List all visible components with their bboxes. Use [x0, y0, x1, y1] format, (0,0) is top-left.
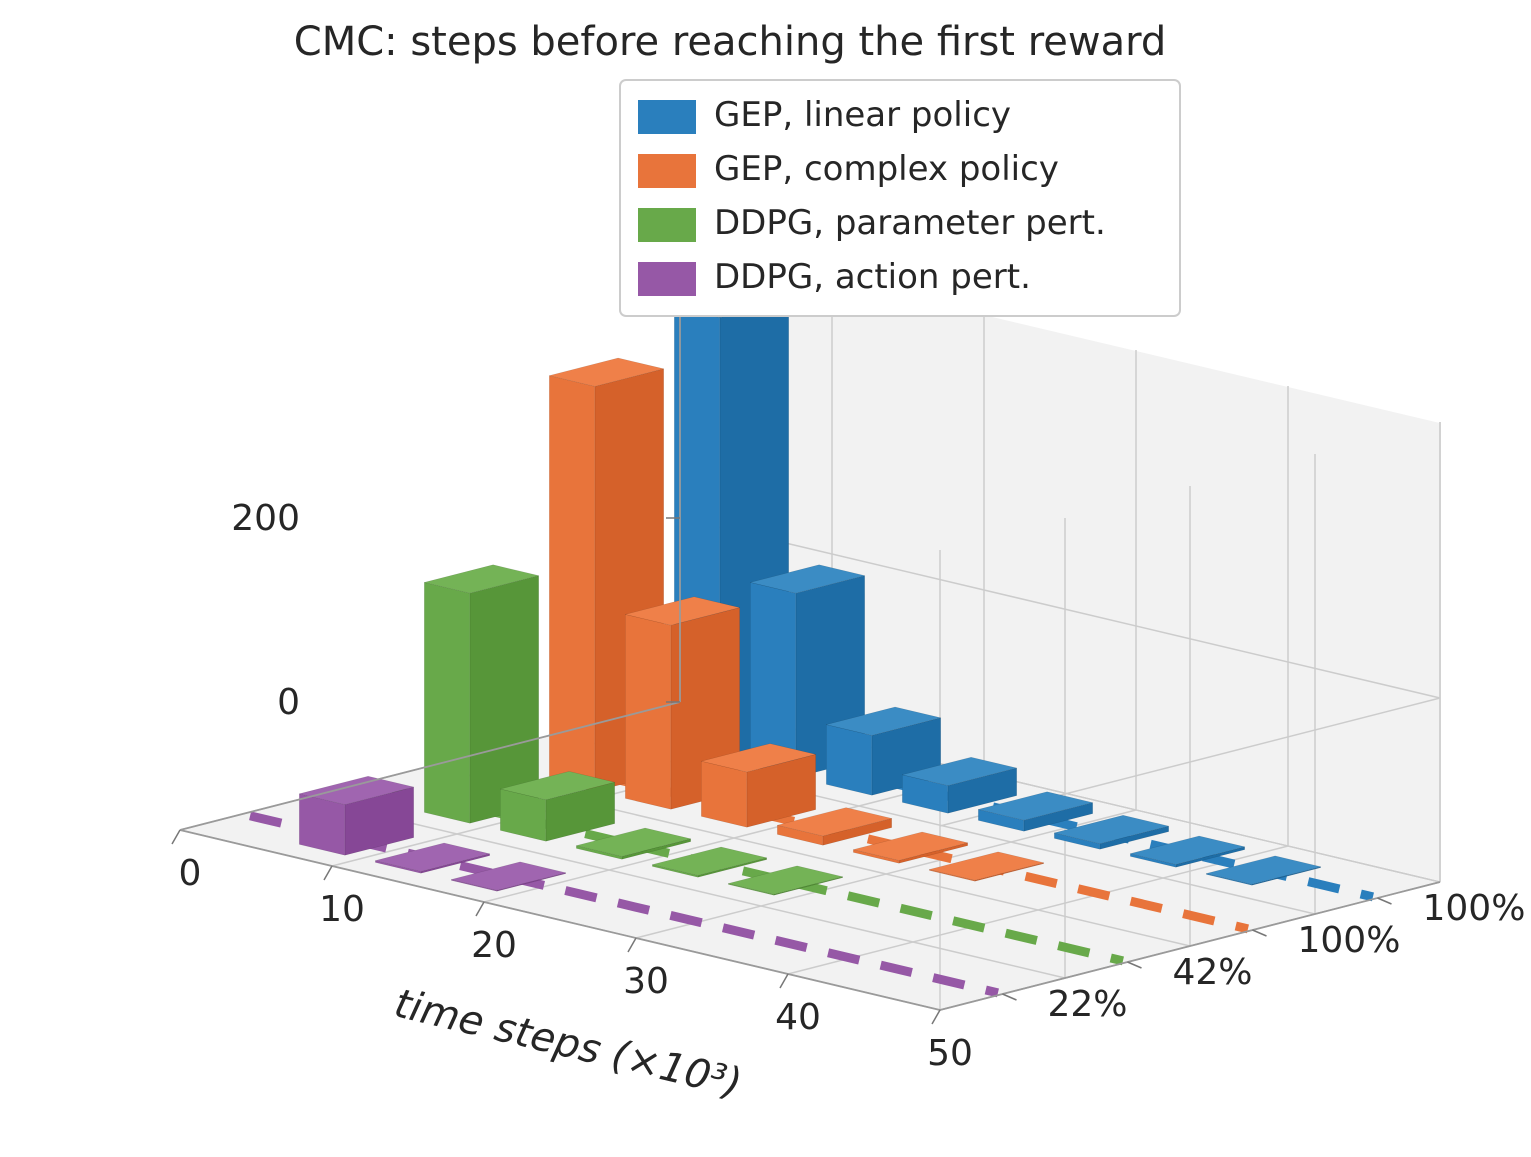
x-axis-label: time steps (×10³): [390, 980, 746, 1107]
bar-front: [424, 582, 470, 823]
x-tick: [172, 830, 180, 844]
series-baseline-dash: [1361, 894, 1373, 897]
bar-front: [826, 725, 872, 796]
x-tick: [476, 902, 484, 916]
depth-label: 22%: [1048, 984, 1128, 1025]
series-baseline-dash: [986, 990, 998, 993]
depth-label: 42%: [1173, 952, 1253, 993]
depth-label: 100%: [1423, 888, 1526, 929]
x-tick: [324, 866, 332, 880]
x-tick: [932, 1010, 940, 1024]
x-tick: [780, 974, 788, 988]
legend-label: GEP, complex policy: [714, 149, 1059, 189]
legend-label: DDPG, action pert.: [714, 257, 1031, 297]
bar-front: [625, 614, 671, 809]
legend-label: GEP, linear policy: [714, 95, 1011, 135]
x-tick-label: 10: [319, 889, 365, 930]
legend-swatch: [638, 262, 696, 296]
series-baseline-dash: [1236, 926, 1248, 929]
y-tick: [1003, 994, 1017, 1000]
z-tick-label: 200: [231, 498, 300, 539]
depth-label: 100%: [1298, 920, 1401, 961]
y-tick: [1253, 930, 1267, 936]
legend-swatch: [638, 154, 696, 188]
z-tick-label: 0: [277, 682, 300, 723]
legend-label: DDPG, parameter pert.: [714, 203, 1106, 243]
bar-front: [701, 761, 747, 827]
x-tick-label: 50: [927, 1033, 973, 1074]
bar3d-chart: 0 10 20 30 40 50 0 200 100% 100% 42% 22% time steps…: [0, 0, 1531, 1157]
x-tick-label: 0: [179, 853, 202, 894]
x-tick-label: 20: [471, 925, 517, 966]
legend-swatch: [638, 100, 696, 134]
x-tick-label: 40: [775, 997, 821, 1038]
x-tick-label: 30: [623, 961, 669, 1002]
legend-swatch: [638, 208, 696, 242]
x-tick: [628, 938, 636, 952]
chart-title: CMC: steps before reaching the first rew…: [294, 19, 1166, 65]
y-tick: [1128, 962, 1142, 968]
series-baseline-dash: [1111, 958, 1123, 961]
y-tick: [1378, 898, 1392, 904]
